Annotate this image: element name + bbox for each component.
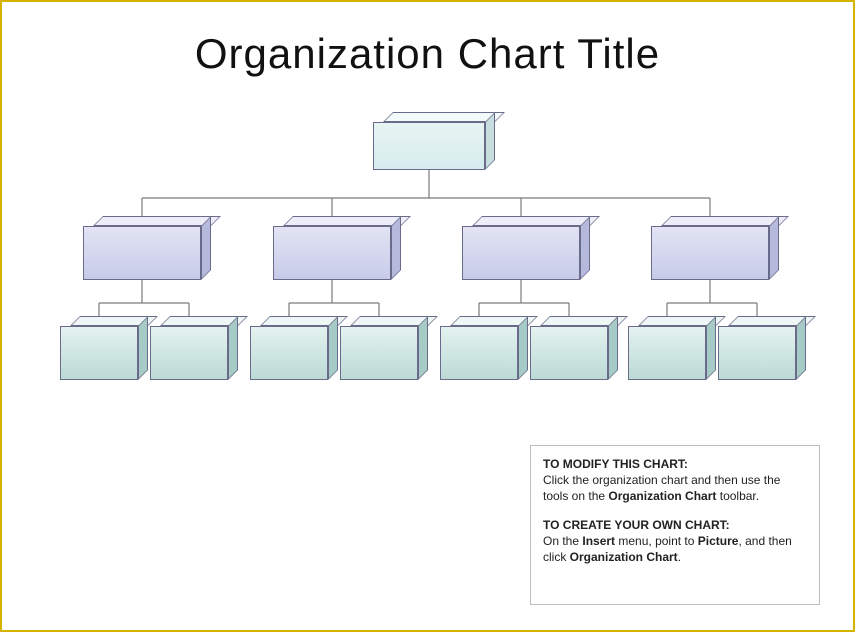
org-node-root [373, 122, 495, 180]
help-body-2: On the Insert menu, point to Picture, an… [543, 533, 807, 565]
org-node-mid-3 [651, 226, 779, 290]
org-node-leaf-2 [250, 326, 338, 390]
org-node-leaf-5 [530, 326, 618, 390]
org-node-mid-1 [273, 226, 401, 290]
org-node-leaf-6 [628, 326, 716, 390]
help-heading-1: TO MODIFY THIS CHART: [543, 456, 807, 472]
org-node-leaf-3 [340, 326, 428, 390]
help-heading-2: TO CREATE YOUR OWN CHART: [543, 517, 807, 533]
org-node-leaf-0 [60, 326, 148, 390]
org-node-leaf-7 [718, 326, 806, 390]
help-body-1: Click the organization chart and then us… [543, 472, 807, 504]
org-node-leaf-4 [440, 326, 528, 390]
org-node-mid-0 [83, 226, 211, 290]
help-panel: TO MODIFY THIS CHART:Click the organizat… [530, 445, 820, 605]
org-node-mid-2 [462, 226, 590, 290]
org-node-leaf-1 [150, 326, 238, 390]
